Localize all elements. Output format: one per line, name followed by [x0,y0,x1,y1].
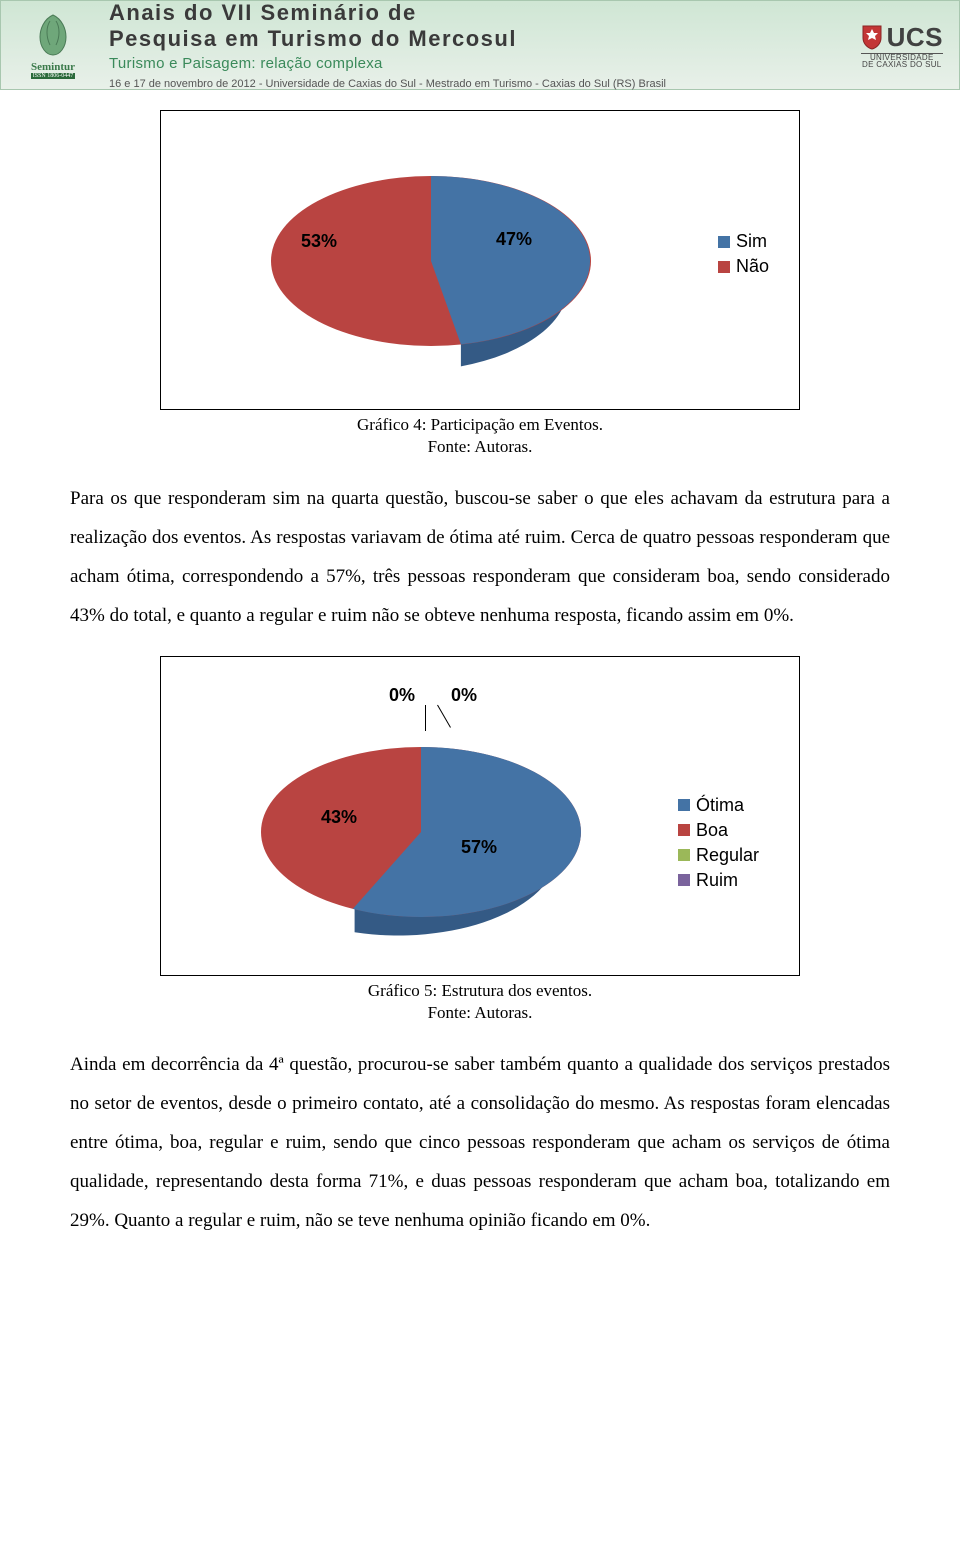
chart-5-legend-otima: Ótima [678,795,759,816]
chart-4-container: 53% 47% Sim Não [160,110,800,410]
legend-swatch-boa [678,824,690,836]
chart-4-pct-sim: 47% [496,229,532,250]
header-subtitle: Turismo e Paisagem: relação complexa [109,55,861,72]
header-date-line: 16 e 17 de novembro de 2012 - Universida… [109,78,861,90]
legend-swatch-ruim [678,874,690,886]
chart-5-legend-regular: Regular [678,845,759,866]
chart-4-pie [251,161,611,376]
semintur-logo-name: Semintur [31,61,75,73]
ucs-logo: UCS UNIVERSIDADE DE CAXIAS DO SUL [861,22,943,69]
paragraph-1: Para os que responderam sim na quarta qu… [70,480,890,636]
header-banner: Semintur ISSN 1806-0447 Anais do VII Sem… [0,0,960,90]
chart-5-container: 0% 0% 43% 57% Ótima [160,656,800,976]
chart-5-pct-boa: 43% [321,807,357,828]
chart-5-caption-line2: Fonte: Autoras. [70,1002,890,1024]
legend-label-sim: Sim [736,231,767,252]
header-title-line2: Pesquisa em Turismo do Mercosul [109,26,861,51]
legend-swatch-otima [678,799,690,811]
chart-4-caption: Gráfico 4: Participação em Eventos. Font… [70,414,890,458]
chart-5-zero-2: 0% [451,685,477,706]
chart-5-pie [241,727,601,952]
chart-4-caption-line1: Gráfico 4: Participação em Eventos. [70,414,890,436]
semintur-logo: Semintur ISSN 1806-0447 [13,5,93,85]
chart-5-legend: Ótima Boa Regular Ruim [678,795,759,895]
legend-label-regular: Regular [696,845,759,866]
ucs-shield-icon [861,24,883,50]
chart-4-legend: Sim Não [718,231,769,281]
chart-5-caption: Gráfico 5: Estrutura dos eventos. Fonte:… [70,980,890,1024]
legend-swatch-regular [678,849,690,861]
header-title-line1: Anais do VII Seminário de [109,0,861,25]
chart-4-legend-nao: Não [718,256,769,277]
legend-swatch-sim [718,236,730,248]
legend-label-boa: Boa [696,820,728,841]
ucs-name: UCS [887,22,943,53]
legend-label-nao: Não [736,256,769,277]
chart-5-pct-otima: 57% [461,837,497,858]
header-text-block: Anais do VII Seminário de Pesquisa em Tu… [109,0,861,90]
chart-5-caption-line1: Gráfico 5: Estrutura dos eventos. [70,980,890,1002]
chart-5-legend-ruim: Ruim [678,870,759,891]
chart-5-legend-boa: Boa [678,820,759,841]
chart-4-pct-nao: 53% [301,231,337,252]
semintur-logo-issn: ISSN 1806-0447 [31,73,76,79]
legend-swatch-nao [718,261,730,273]
chart-4-caption-line2: Fonte: Autoras. [70,436,890,458]
legend-label-ruim: Ruim [696,870,738,891]
chart-5-zero-1: 0% [389,685,415,706]
chart-4-legend-sim: Sim [718,231,769,252]
ucs-subtitle-2: DE CAXIAS DO SUL [862,60,942,69]
paragraph-2: Ainda em decorrência da 4ª questão, proc… [70,1046,890,1241]
legend-label-otima: Ótima [696,795,744,816]
